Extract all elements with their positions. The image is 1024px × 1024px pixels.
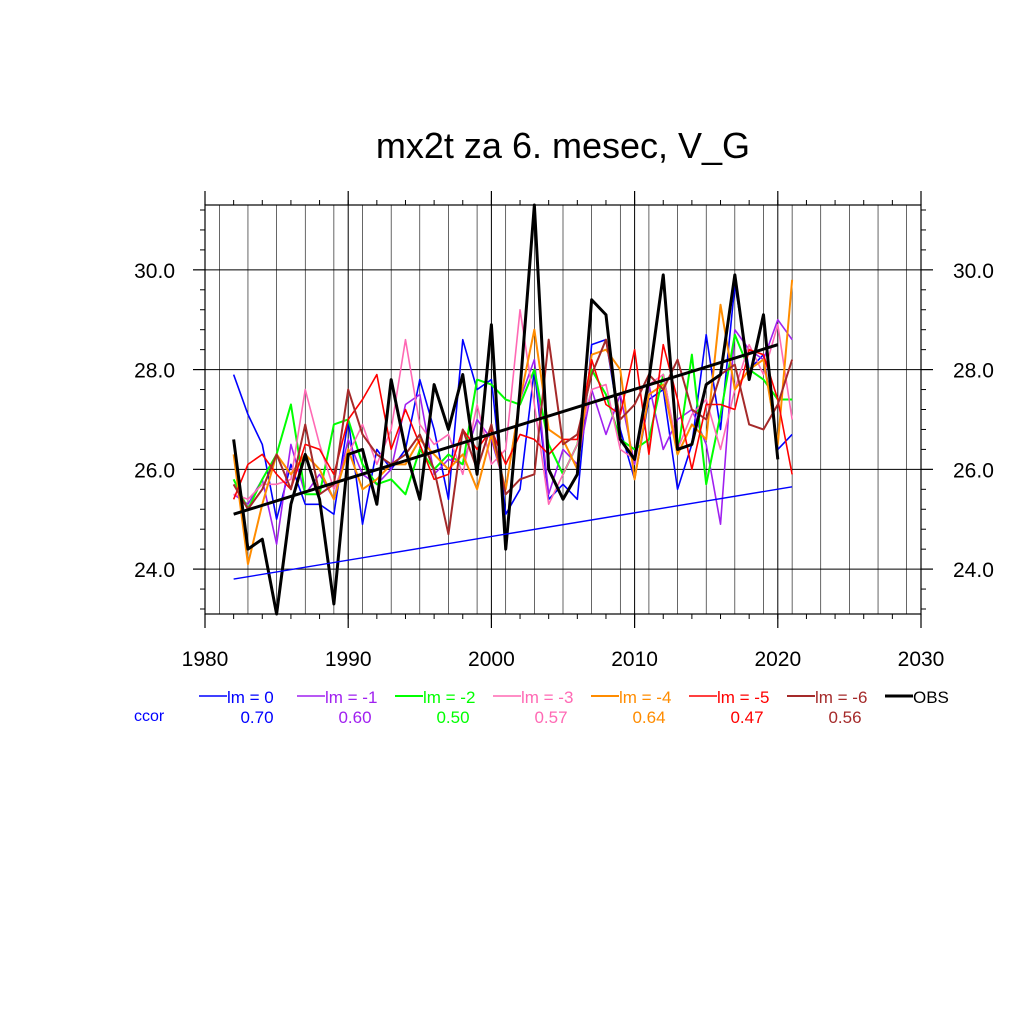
legend-label: lm = -4 <box>619 688 671 707</box>
y-tick-label-left: 28.0 <box>134 360 175 383</box>
y-tick-label-right: 30.0 <box>953 260 994 283</box>
legend-label: lm = 0 <box>227 688 274 707</box>
series-line-0 <box>232 284 793 526</box>
x-tick-label: 1990 <box>325 648 372 671</box>
legend-label: lm = -3 <box>521 688 573 707</box>
legend-ccor-value: 0.70 <box>240 708 273 727</box>
x-tick-label: 2030 <box>898 648 945 671</box>
trend-line-1 <box>233 486 793 580</box>
legend-label: lm = -2 <box>423 688 475 707</box>
y-tick-label-right: 28.0 <box>953 360 994 383</box>
chart-title: mx2t za 6. mesec, V_G <box>376 125 750 166</box>
y-tick-label-right: 26.0 <box>953 459 994 482</box>
x-tick-label: 2000 <box>468 648 515 671</box>
y-tick-label-left: 26.0 <box>134 459 175 482</box>
legend-ccor-value: 0.64 <box>632 708 665 727</box>
legend-ccor-value: 0.60 <box>338 708 371 727</box>
legend-label: OBS <box>913 688 949 707</box>
x-tick-label: 2010 <box>611 648 658 671</box>
x-tick-label: 2020 <box>754 648 801 671</box>
series-line-7 <box>232 203 780 616</box>
y-tick-label-left: 30.0 <box>134 260 175 283</box>
legend-ccor-value: 0.50 <box>436 708 469 727</box>
series-line-3 <box>233 308 793 506</box>
legend-ccor-value: 0.56 <box>828 708 861 727</box>
trend-line-0 <box>233 343 779 516</box>
legend-label: lm = -5 <box>717 688 769 707</box>
legend-ccor-value: 0.47 <box>730 708 763 727</box>
series-line-5 <box>232 343 793 500</box>
ccor-label: ccor <box>134 708 165 725</box>
grid <box>205 205 921 614</box>
y-tick-label-right: 24.0 <box>953 559 994 582</box>
legend-label: lm = -1 <box>325 688 377 707</box>
y-tick-label-left: 24.0 <box>134 559 175 582</box>
series-line-4 <box>232 279 794 566</box>
x-tick-label: 1980 <box>182 648 229 671</box>
legend-label: lm = -6 <box>815 688 867 707</box>
series-layer <box>232 203 794 616</box>
axis-ticks: 1980 1990 2000 2010 2020 2030 24.0 24.0 26.0 26.0… <box>134 191 994 671</box>
legend-ccor-value: 0.57 <box>534 708 567 727</box>
